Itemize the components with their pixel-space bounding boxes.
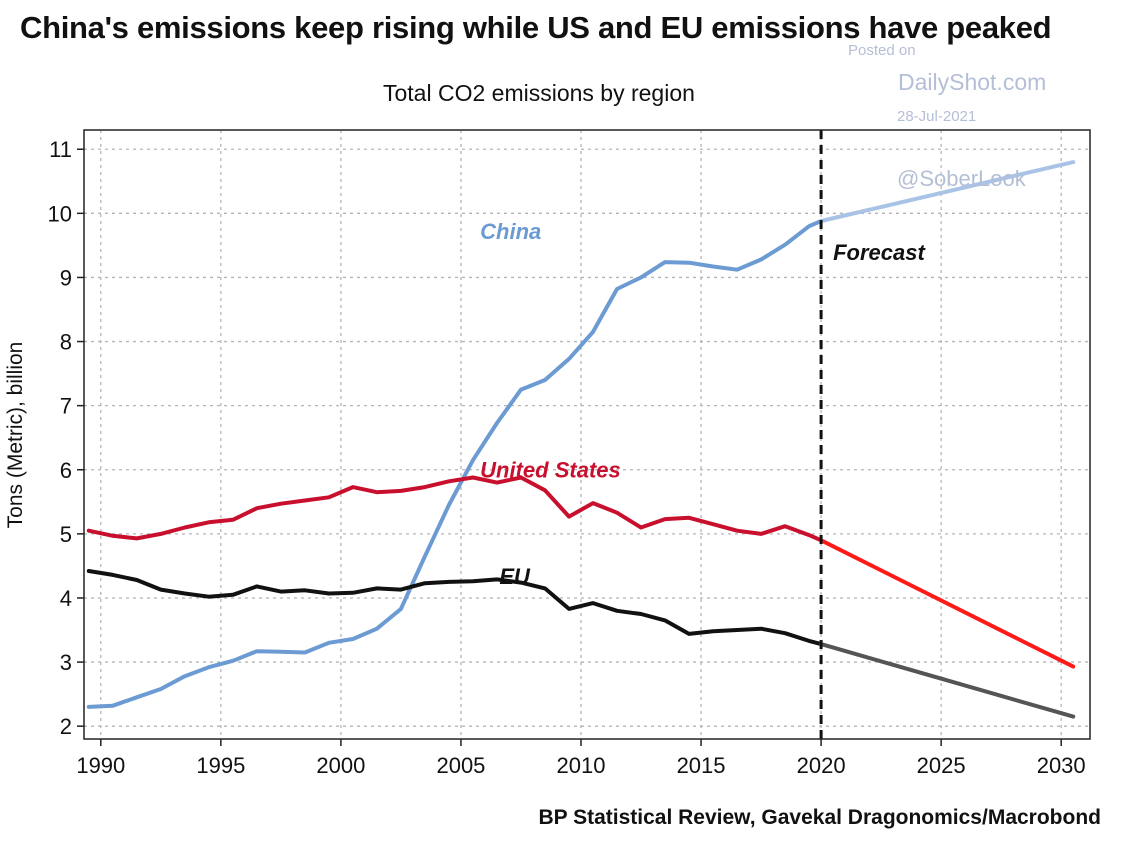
x-tick-label: 2025 [917, 753, 966, 778]
x-tick-label: 2010 [557, 753, 606, 778]
united-states-forecast-line [819, 538, 1076, 669]
y-axis-ticks: 2 3 4 5 6 7 8 9 10 11 [48, 137, 84, 739]
watermark-date: 28-Jul-2021 [897, 108, 977, 125]
y-tick-label: 4 [60, 586, 72, 611]
eu-historical-line [86, 569, 824, 647]
series-labels: China United States EU [480, 219, 621, 589]
x-tick-label: 2020 [797, 753, 846, 778]
y-tick-label: 10 [48, 201, 72, 226]
x-tick-label: 2030 [1037, 753, 1086, 778]
x-tick-label: 2005 [436, 753, 485, 778]
watermark-site: DailyShot.com [898, 69, 1047, 95]
y-tick-label: 3 [60, 650, 72, 675]
x-tick-label: 1995 [196, 753, 245, 778]
watermark-posted: Posted on [848, 42, 916, 59]
y-tick-label: 11 [49, 137, 72, 162]
eu-series-label: EU [499, 564, 531, 589]
y-tick-label: 5 [60, 522, 72, 547]
united-states-series-label: United States [480, 457, 621, 482]
x-tick-label: 2000 [316, 753, 365, 778]
x-axis-ticks: 1990 1995 2000 2005 2010 2015 2020 2025 2030 [76, 739, 1086, 778]
y-tick-label: 8 [60, 330, 72, 355]
china-forecast-line [819, 160, 1076, 223]
chart-title: China's emissions keep rising while US a… [20, 10, 1052, 45]
china-historical-line [86, 219, 824, 709]
y-tick-label: 9 [60, 265, 72, 290]
x-tick-label: 1990 [76, 753, 125, 778]
y-tick-label: 2 [60, 714, 72, 739]
x-tick-label: 2015 [677, 753, 726, 778]
eu-forecast-line [819, 642, 1076, 719]
watermark-handle: @SoberLook [897, 166, 1026, 191]
source-note: BP Statistical Review, Gavekal Dragonomi… [538, 806, 1101, 829]
plot-frame [83, 129, 1091, 740]
y-tick-label: 6 [60, 458, 72, 483]
united-states-historical-line [86, 475, 824, 543]
china-series-label: China [480, 219, 541, 244]
series-lines [86, 160, 1076, 719]
forecast-label: Forecast [833, 240, 926, 265]
y-tick-label: 7 [60, 394, 72, 419]
gridlines [84, 130, 1090, 739]
chart-subtitle: Total CO2 emissions by region [383, 80, 695, 106]
